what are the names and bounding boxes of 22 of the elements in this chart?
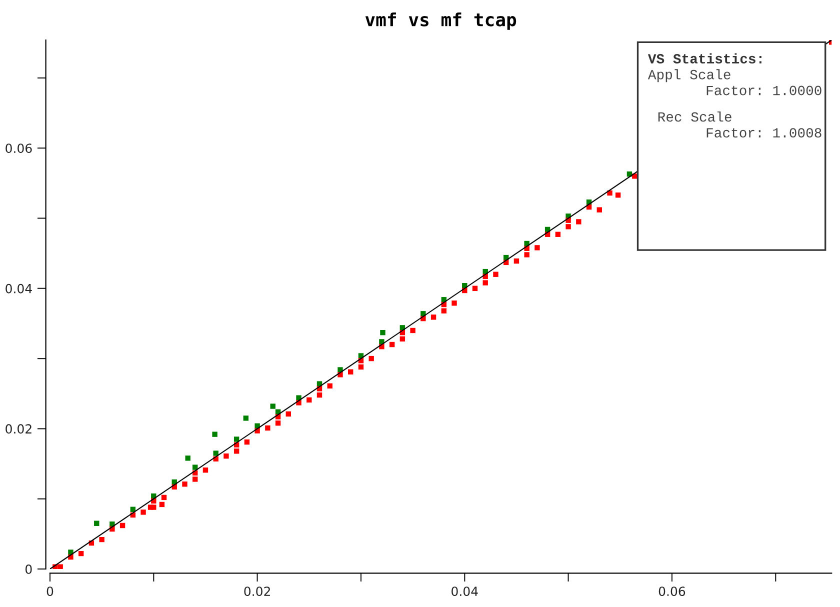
y-tick-label: 0 [25,564,32,574]
point [243,416,248,421]
chart-title: vmf vs mf tcap [365,12,516,30]
point [524,240,530,246]
x-tick-label: 0 [46,586,54,596]
point [213,450,218,456]
point [94,520,100,526]
point [270,404,276,409]
point [192,464,198,470]
y-tick-label: 0.04 [6,284,32,294]
x-tick-label: 0.06 [658,586,686,596]
point [234,436,240,442]
annotation: Appl Scale Factor: 1.0000 [648,69,822,96]
x-tick-label: 0.04 [452,586,478,596]
annotation: VS Statistics: [648,53,762,64]
y-tick-label: 0.06 [6,144,32,154]
annotation: Rec Scale Factor: 1.0008 [658,111,822,138]
y-tick-label: 0.02 [6,424,32,434]
point [212,432,218,437]
point [185,456,190,461]
x-tick-label: 0.02 [244,586,270,596]
point [380,330,386,336]
